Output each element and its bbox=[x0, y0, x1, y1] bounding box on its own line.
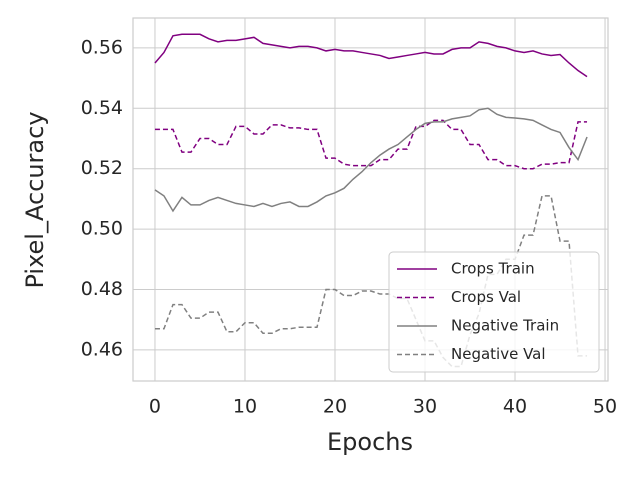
series-line bbox=[154, 107, 588, 213]
y-tick-label: 0.56 bbox=[81, 36, 123, 58]
y-tick-label: 0.46 bbox=[81, 338, 123, 360]
x-axis-label: Epochs bbox=[327, 428, 413, 456]
y-tick-label: 0.50 bbox=[81, 218, 123, 240]
legend-box bbox=[388, 251, 600, 373]
y-tick-label: 0.54 bbox=[81, 97, 123, 119]
legend-label: Crops Train bbox=[451, 260, 535, 278]
y-tick-label: 0.48 bbox=[81, 278, 123, 300]
x-tick-label: 50 bbox=[593, 396, 617, 418]
x-tick-label: 10 bbox=[233, 396, 257, 418]
series-line bbox=[154, 33, 588, 78]
y-axis-label: Pixel_Accuracy bbox=[21, 111, 49, 288]
x-tick-label: 0 bbox=[149, 396, 161, 418]
x-tick-label: 40 bbox=[503, 396, 527, 418]
series-line bbox=[154, 119, 588, 170]
legend: Crops Train Crops Val Negative Train Negati… bbox=[388, 251, 600, 373]
legend-label: Negative Train bbox=[451, 317, 559, 335]
legend-label: Crops Val bbox=[451, 288, 521, 306]
x-tick-label: 30 bbox=[413, 396, 437, 418]
plot-frame bbox=[132, 17, 609, 382]
y-tick-label: 0.52 bbox=[81, 157, 123, 179]
x-tick-label: 20 bbox=[323, 396, 347, 418]
legend-label: Negative Val bbox=[451, 345, 546, 363]
